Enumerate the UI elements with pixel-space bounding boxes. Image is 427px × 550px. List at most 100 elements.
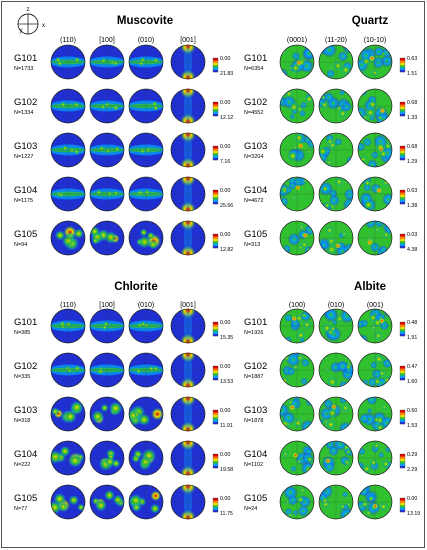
pole-figure-fill bbox=[51, 309, 85, 343]
scale-swatch bbox=[213, 368, 218, 371]
sample-row: G102 N=1887 0.47 1.60 bbox=[244, 352, 417, 388]
sample-label: G105 bbox=[14, 229, 37, 240]
pole-figure-fill bbox=[358, 309, 392, 343]
scale-swatch bbox=[400, 500, 405, 503]
pole-figure-outline bbox=[50, 220, 86, 256]
sample-row: G102 N=335 0.00 13.53 bbox=[14, 352, 233, 388]
pole-figure-outline bbox=[357, 484, 393, 520]
scale-swatch bbox=[400, 458, 405, 462]
pole-figure-fill bbox=[90, 309, 124, 343]
pole-figure-outline bbox=[89, 440, 125, 476]
pole-figure-outline bbox=[357, 176, 393, 212]
panel-quartz: Quartz (0001) (11-20) (10-10) G101 N=6354 0.63… bbox=[244, 15, 417, 256]
scale-max-value: 19.58 bbox=[220, 467, 233, 473]
sample-count: N=318 bbox=[14, 418, 30, 424]
scale-swatch bbox=[400, 461, 405, 464]
sample-label: G101 bbox=[14, 317, 37, 328]
scale-swatch bbox=[400, 412, 405, 415]
pole-figure-fill bbox=[280, 309, 314, 343]
scale-swatch bbox=[213, 157, 218, 161]
scale-min-value: 0.00 bbox=[220, 496, 230, 502]
scale-swatch bbox=[213, 461, 218, 464]
sample-count: N=385 bbox=[14, 330, 30, 336]
scale-swatch bbox=[400, 155, 405, 158]
pole-figure-fill bbox=[90, 221, 124, 255]
scale-max-value: 13.53 bbox=[220, 379, 233, 385]
column-label: (010) bbox=[138, 302, 154, 309]
sample-count: N=1227 bbox=[14, 154, 33, 160]
pole-figure-outline bbox=[50, 176, 86, 212]
pole-figure-outline bbox=[357, 44, 393, 80]
pole-figure-fill bbox=[319, 397, 353, 431]
scale-swatch bbox=[213, 241, 218, 244]
panel-chlorite: Chlorite (110) [100] (010) [001] G101 N=385 0.0… bbox=[14, 281, 233, 520]
scale-swatch bbox=[400, 498, 405, 501]
pole-figure-outline bbox=[170, 352, 206, 388]
pole-figure-fill bbox=[358, 221, 392, 255]
scale-min-value: 0.00 bbox=[220, 100, 230, 106]
scale-min-value: 0.68 bbox=[407, 144, 417, 150]
pole-figure-outline bbox=[50, 132, 86, 168]
sample-count: N=1887 bbox=[244, 374, 263, 380]
scale-swatch bbox=[213, 199, 218, 202]
scale-swatch bbox=[400, 370, 405, 374]
pole-figure-outline bbox=[128, 88, 164, 124]
scale-min-value: 0.00 bbox=[220, 188, 230, 194]
column-label: (010) bbox=[138, 37, 154, 44]
pole-figure-fill bbox=[129, 221, 163, 255]
pole-figure-fill bbox=[280, 221, 314, 255]
scale-max-value: 12.12 bbox=[220, 115, 233, 121]
color-scale: 0.00 13.19 bbox=[399, 496, 420, 517]
scale-swatch bbox=[400, 109, 405, 112]
scale-swatch bbox=[213, 507, 218, 510]
sample-label: G104 bbox=[14, 185, 37, 196]
pole-figure-fill bbox=[171, 45, 205, 79]
scale-max-value: 1.51 bbox=[407, 71, 417, 77]
color-scale: 0.00 25.66 bbox=[212, 188, 233, 209]
scale-swatch bbox=[213, 410, 218, 413]
color-scale: 0.00 11.75 bbox=[212, 496, 233, 517]
pole-figure-outline bbox=[89, 132, 125, 168]
color-scale: 0.29 2.29 bbox=[399, 452, 417, 473]
scale-swatch bbox=[400, 322, 405, 325]
panel-muscovite: Muscovite (110) [100] (010) [001] G101 N=1733 0… bbox=[14, 15, 233, 256]
scale-swatch bbox=[400, 111, 405, 114]
scale-max-value: 1.91 bbox=[407, 335, 417, 341]
scale-swatch bbox=[400, 465, 405, 469]
scale-swatch bbox=[213, 58, 218, 61]
pole-figure-outline bbox=[128, 44, 164, 80]
sample-label: G105 bbox=[244, 493, 267, 504]
pole-figure-outline bbox=[170, 440, 206, 476]
scale-swatch bbox=[213, 67, 218, 70]
sample-count: N=1175 bbox=[14, 198, 33, 204]
scale-max-value: 15.35 bbox=[220, 335, 233, 341]
scale-swatch bbox=[213, 60, 218, 63]
scale-swatch bbox=[400, 502, 405, 506]
scale-swatch bbox=[400, 419, 405, 422]
scale-swatch bbox=[213, 197, 218, 200]
sample-row: G101 N=6354 0.63 1.51 bbox=[244, 44, 417, 80]
pole-figure-fill bbox=[90, 485, 124, 519]
column-label: (010) bbox=[328, 302, 344, 309]
pole-figure-fill bbox=[358, 397, 392, 431]
pole-figure-outline bbox=[318, 440, 354, 476]
scale-swatch bbox=[400, 377, 405, 381]
pole-figure-outline bbox=[89, 220, 125, 256]
pole-figure-outline bbox=[318, 484, 354, 520]
pole-figure-fill bbox=[358, 485, 392, 519]
pole-figure-fill bbox=[171, 441, 205, 475]
scale-swatch bbox=[400, 366, 405, 369]
scale-swatch bbox=[400, 326, 405, 330]
pole-figure-fill bbox=[90, 353, 124, 387]
pole-figure-fill bbox=[280, 485, 314, 519]
mineral-panels: Muscovite (110) [100] (010) [001] G101 N=1733 0… bbox=[14, 15, 420, 520]
sample-count: N=1334 bbox=[14, 110, 33, 116]
scale-max-value: 12.82 bbox=[220, 247, 233, 253]
scale-swatch bbox=[400, 113, 405, 117]
scale-swatch bbox=[213, 412, 218, 415]
column-label: [100] bbox=[99, 302, 115, 309]
scale-swatch bbox=[213, 243, 218, 246]
scale-min-value: 0.63 bbox=[407, 188, 417, 194]
sample-row: G101 N=1926 0.48 1.91 bbox=[244, 308, 417, 344]
